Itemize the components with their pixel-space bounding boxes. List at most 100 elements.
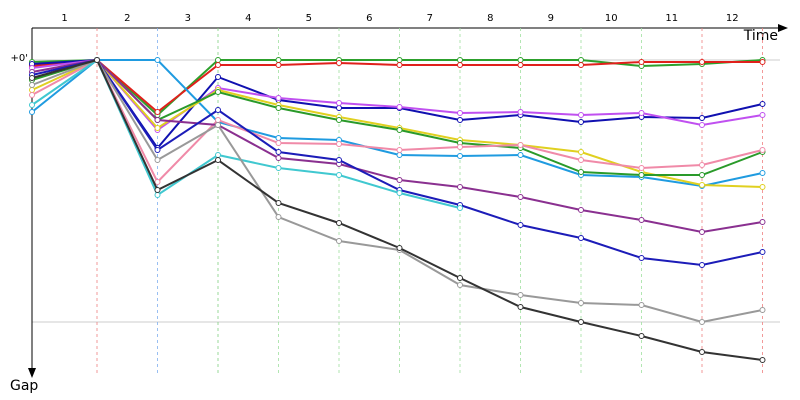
point — [336, 238, 342, 244]
point — [517, 222, 524, 228]
point — [699, 182, 705, 188]
point — [275, 95, 282, 101]
point — [759, 249, 766, 255]
point — [638, 217, 645, 223]
point — [638, 172, 645, 178]
point — [638, 255, 645, 261]
point — [457, 110, 463, 116]
point — [336, 141, 342, 147]
point — [578, 149, 584, 155]
point — [396, 62, 403, 68]
point — [215, 89, 221, 95]
point — [275, 135, 282, 141]
point — [578, 119, 584, 125]
point — [396, 245, 403, 251]
point — [759, 170, 766, 176]
point — [29, 109, 35, 115]
point — [578, 62, 584, 68]
point — [154, 179, 161, 185]
point — [457, 144, 463, 150]
point — [578, 169, 584, 175]
point — [275, 105, 282, 111]
x-tick-label: 12 — [726, 13, 739, 24]
point — [396, 104, 403, 110]
point — [699, 319, 705, 325]
point — [759, 101, 766, 107]
point — [215, 117, 221, 123]
x-axis-label: Time — [743, 28, 778, 44]
point — [275, 149, 282, 155]
x-tick-label: 11 — [665, 13, 678, 24]
point — [154, 57, 161, 63]
point — [396, 57, 403, 63]
series-line — [31, 58, 763, 132]
point — [517, 292, 524, 298]
point — [759, 219, 766, 225]
point — [215, 62, 221, 68]
point — [699, 115, 705, 121]
series-line — [31, 58, 763, 267]
point — [215, 157, 221, 163]
point — [759, 307, 766, 313]
point — [154, 125, 161, 131]
point — [457, 282, 463, 288]
point — [517, 57, 524, 63]
point — [154, 192, 161, 198]
point — [457, 205, 463, 211]
point — [275, 155, 282, 161]
point — [336, 60, 342, 66]
x-arrow — [778, 24, 788, 32]
point — [457, 57, 463, 63]
point — [517, 62, 524, 68]
point — [578, 157, 584, 163]
point — [699, 122, 705, 128]
point — [154, 157, 161, 163]
point — [759, 59, 766, 65]
x-tick-label: 9 — [548, 13, 554, 24]
point — [517, 109, 524, 115]
point — [275, 214, 282, 220]
point — [699, 172, 705, 178]
point — [638, 302, 645, 308]
point — [759, 112, 766, 118]
point — [29, 87, 35, 93]
x-tick-label: 6 — [366, 13, 372, 24]
point — [638, 165, 645, 171]
point — [29, 102, 35, 108]
x-tick-label: 7 — [427, 13, 433, 24]
point — [578, 235, 584, 241]
point — [94, 57, 100, 63]
point — [578, 207, 584, 213]
y-arrow — [28, 368, 36, 378]
point — [638, 110, 645, 116]
point — [275, 140, 282, 146]
point — [396, 127, 403, 133]
series-line — [31, 58, 461, 209]
point — [457, 275, 463, 281]
point — [396, 152, 403, 158]
point — [215, 74, 221, 80]
point — [29, 82, 35, 88]
x-tick-label: 5 — [306, 13, 312, 24]
point — [275, 200, 282, 206]
series-line — [31, 58, 763, 234]
point — [578, 300, 584, 306]
point — [275, 165, 282, 171]
point — [154, 117, 161, 123]
x-tick-label: 4 — [245, 13, 251, 24]
point — [215, 122, 221, 128]
point — [759, 147, 766, 153]
point — [759, 357, 766, 363]
point — [154, 147, 161, 153]
point — [638, 59, 645, 65]
point — [699, 59, 705, 65]
point — [638, 333, 645, 339]
point — [457, 62, 463, 68]
point — [336, 105, 342, 111]
point — [517, 152, 524, 158]
x-tick-label: 8 — [487, 13, 493, 24]
point — [578, 319, 584, 325]
point — [215, 152, 221, 158]
point — [29, 92, 35, 98]
